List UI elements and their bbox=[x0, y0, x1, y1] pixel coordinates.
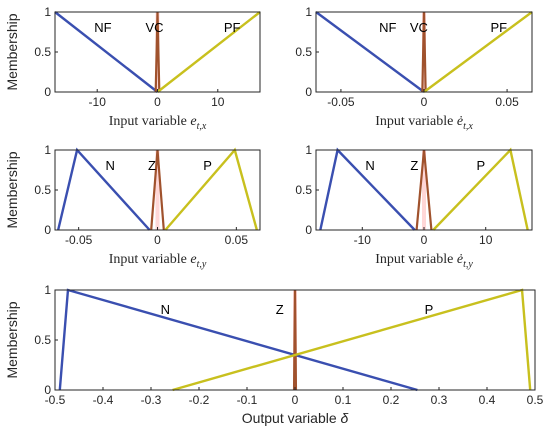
mf-label-nf: NF bbox=[379, 20, 396, 35]
x-axis-label: Input variable ėt,x bbox=[375, 114, 473, 132]
x-tick-label: -0.3 bbox=[141, 393, 162, 407]
y-tick-label: 1 bbox=[44, 143, 51, 157]
y-tick-label: 0 bbox=[44, 383, 51, 397]
x-axis-label: Input variable et,y bbox=[109, 252, 207, 270]
x-tick-label: 0 bbox=[292, 393, 299, 407]
y-axis-label: Membership bbox=[4, 13, 20, 90]
mf-label-nf: NF bbox=[94, 20, 111, 35]
y-tick-label: 1 bbox=[305, 143, 312, 157]
x-tick-label: 0.2 bbox=[383, 393, 400, 407]
mf-label-p: P bbox=[425, 302, 434, 317]
x-tick-label: 10 bbox=[211, 95, 225, 109]
mf-label-z: Z bbox=[276, 302, 284, 317]
mf-label-p: P bbox=[476, 158, 485, 173]
x-tick-label: -0.2 bbox=[189, 393, 210, 407]
x-tick-label: 0.5 bbox=[527, 393, 544, 407]
x-tick-label: -0.05 bbox=[65, 233, 93, 247]
y-tick-label: 0.5 bbox=[295, 183, 312, 197]
series-line-pf bbox=[156, 11, 261, 93]
x-tick-label: 0.05 bbox=[225, 233, 249, 247]
y-tick-label: 0.5 bbox=[34, 183, 51, 197]
x-tick-label: -0.05 bbox=[327, 95, 355, 109]
y-tick-label: 1 bbox=[305, 5, 312, 19]
y-tick-label: 0.5 bbox=[34, 45, 51, 59]
x-tick-label: 0.05 bbox=[495, 95, 519, 109]
series-line-nf bbox=[54, 11, 159, 93]
y-tick-label: 0 bbox=[305, 85, 312, 99]
y-tick-label: 0.5 bbox=[295, 45, 312, 59]
mf-label-z: Z bbox=[410, 158, 418, 173]
series-line-nf bbox=[315, 11, 425, 93]
mf-label-pf: PF bbox=[224, 20, 241, 35]
chart-panel-1: 0 0.5 1 -10 0 10 NF VC PF Membership Input variabl… bbox=[4, 5, 261, 132]
mf-label-vc: VC bbox=[145, 20, 163, 35]
chart-panel-4: 0 0.5 1 -10 0 10 N Z P Input variable ėt,y bbox=[295, 143, 533, 270]
x-tick-label: 0 bbox=[421, 95, 428, 109]
x-tick-label: -0.4 bbox=[93, 393, 114, 407]
x-axis-label: Input variable ėt,y bbox=[375, 252, 473, 270]
series-line-n bbox=[58, 288, 418, 392]
x-tick-label: -10 bbox=[354, 233, 372, 247]
y-axis-label: Membership bbox=[4, 151, 20, 228]
x-tick-label: 0.4 bbox=[479, 393, 496, 407]
x-tick-label: 0 bbox=[154, 95, 161, 109]
series-line-n bbox=[56, 147, 151, 231]
x-tick-label: 0.3 bbox=[431, 393, 448, 407]
chart-panel-5: 0 0.5 1 -0.5 -0.4 -0.3 -0.2 -0.1 0 0.1 0.2 0.3 0.4 0.… bbox=[4, 283, 544, 426]
series-line-z bbox=[292, 289, 298, 391]
x-tick-label: 10 bbox=[479, 233, 493, 247]
y-tick-label: 1 bbox=[44, 5, 51, 19]
chart-panel-2: 0 0.5 1 -0.05 0 0.05 NF VC PF Input variable ėt,x bbox=[295, 5, 533, 132]
mf-label-pf: PF bbox=[490, 20, 507, 35]
zero-highlight-band bbox=[422, 150, 426, 230]
mf-label-n: N bbox=[105, 158, 114, 173]
mf-label-z: Z bbox=[148, 158, 156, 173]
mf-label-n: N bbox=[161, 302, 170, 317]
y-tick-label: 0.5 bbox=[34, 333, 51, 347]
x-axis-label: Output variable δ bbox=[242, 410, 349, 426]
chart-panel-3: 0 0.5 1 -0.05 0 0.05 N Z P Membership Input variab… bbox=[4, 143, 261, 270]
x-tick-label: -10 bbox=[89, 95, 107, 109]
x-tick-label: -0.1 bbox=[237, 393, 258, 407]
y-tick-label: 1 bbox=[44, 283, 51, 297]
x-tick-label: -0.5 bbox=[45, 393, 66, 407]
x-tick-label: 0.1 bbox=[335, 393, 352, 407]
y-tick-label: 0 bbox=[44, 85, 51, 99]
y-axis-label: Membership bbox=[4, 301, 20, 378]
mf-label-n: N bbox=[365, 158, 374, 173]
series-line-p bbox=[172, 288, 532, 392]
mf-label-vc: VC bbox=[410, 20, 428, 35]
zero-highlight-band bbox=[155, 150, 160, 230]
y-tick-label: 0 bbox=[305, 223, 312, 237]
y-tick-label: 0 bbox=[44, 223, 51, 237]
x-tick-label: 0 bbox=[154, 233, 161, 247]
series-line-pf bbox=[423, 11, 533, 93]
x-tick-label: 0 bbox=[421, 233, 428, 247]
mf-label-p: P bbox=[203, 158, 212, 173]
x-axis-label: Input variable et,x bbox=[109, 114, 207, 132]
